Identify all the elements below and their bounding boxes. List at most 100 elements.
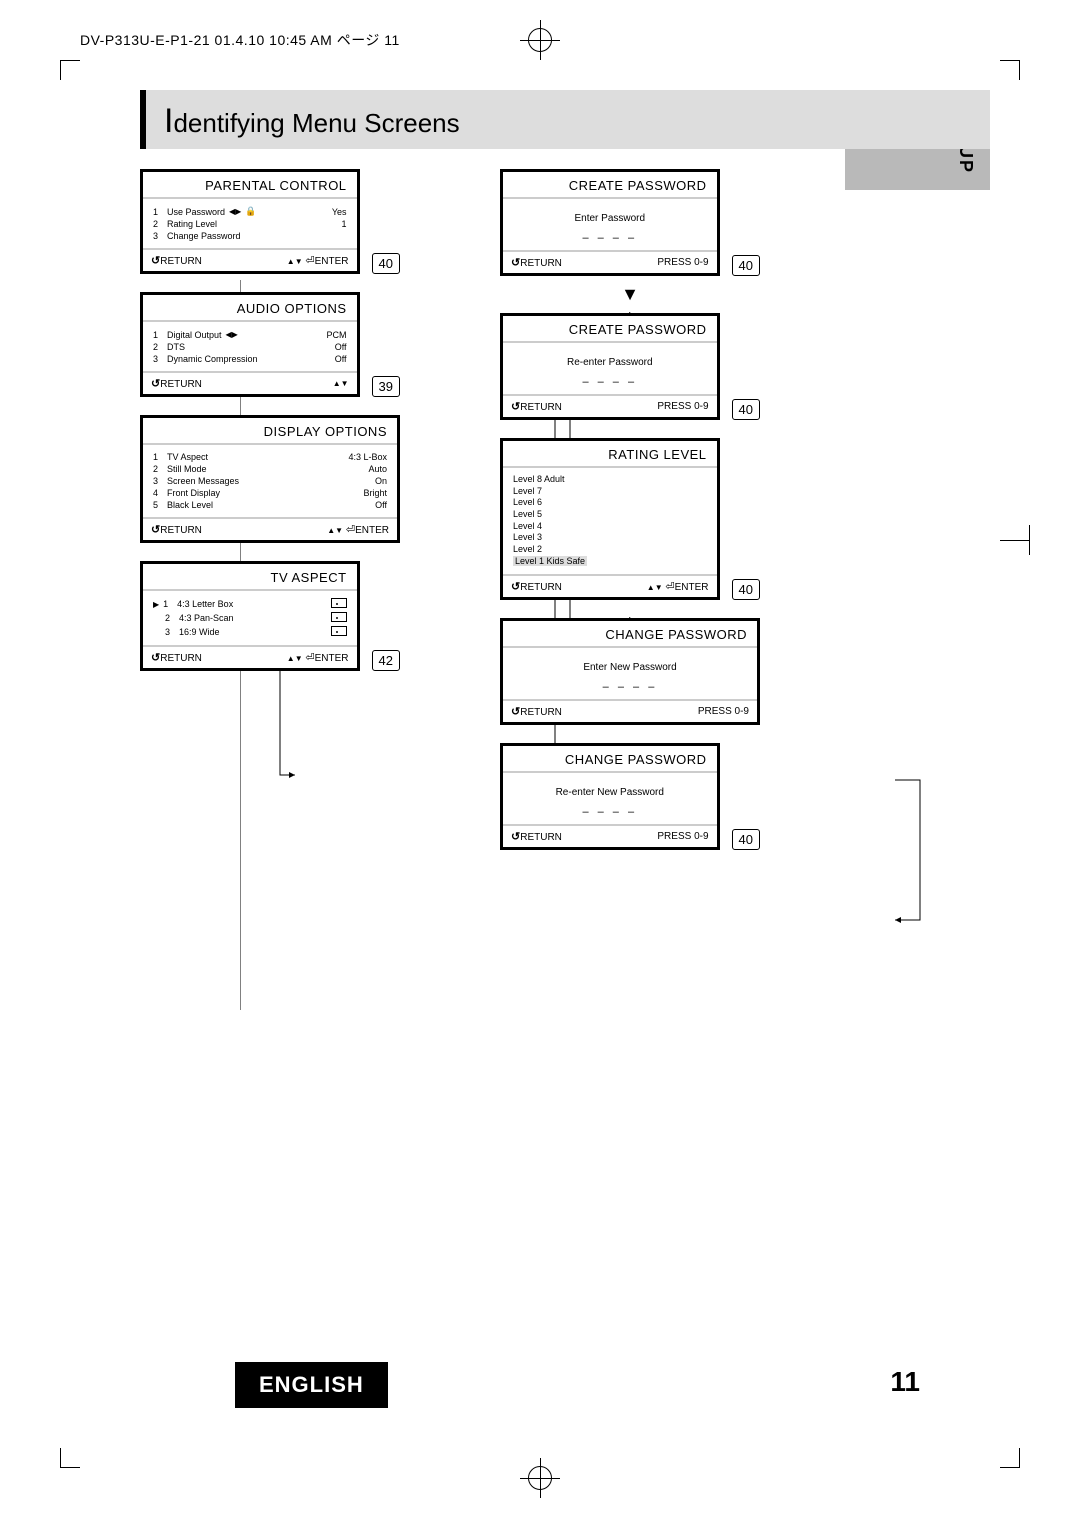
rating-item: Level 6: [513, 497, 707, 509]
row-number: 2: [153, 464, 163, 474]
prompt-text: Enter Password: [513, 205, 707, 232]
page-title: Identifying Menu Screens: [140, 90, 990, 149]
screen-footer: RETURN PRESS 0-9: [503, 699, 757, 722]
screen-footer: RETURN PRESS 0-9: [503, 824, 717, 847]
screen-footer: RETURN ENTER: [143, 517, 397, 540]
menu-screen: RATING LEVEL Level 8 AdultLevel 7Level 6…: [500, 438, 720, 600]
return-label: RETURN: [160, 525, 202, 536]
menu-screen: PARENTAL CONTROL 1 Use Password Yes 2 Ra…: [140, 169, 360, 274]
enter-icon: [305, 256, 314, 267]
row-label: Change Password: [167, 231, 241, 241]
return-label: RETURN: [160, 379, 202, 390]
return-icon: [511, 582, 520, 593]
menu-row: 2 Still Mode Auto: [153, 463, 387, 475]
leftright-icon: [226, 329, 238, 340]
menu-row: 2 4:3 Pan-Scan: [153, 611, 347, 625]
row-label: 16:9 Wide: [179, 627, 220, 637]
prompt-text: Re-enter New Password: [513, 779, 707, 806]
row-number: 3: [153, 476, 163, 486]
return-label: RETURN: [520, 402, 562, 413]
menu-screen: AUDIO OPTIONS 1 Digital Output PCM 2 DTS…: [140, 292, 360, 397]
menu-row: 1 TV Aspect 4:3 L-Box: [153, 451, 387, 463]
row-number: 4: [153, 488, 163, 498]
return-label: RETURN: [160, 653, 202, 664]
menu-row: 1 4:3 Letter Box: [153, 597, 347, 611]
row-number: 2: [165, 613, 175, 623]
screen-title: CREATE PASSWORD: [503, 172, 717, 199]
crop-target-top: [520, 20, 560, 60]
screen-title: TV ASPECT: [143, 564, 357, 591]
return-label: RETURN: [520, 258, 562, 269]
menu-row: 3 Change Password: [153, 230, 347, 242]
row-value: Bright: [363, 488, 387, 498]
screen-body: Re-enter New Password – – – –: [503, 773, 717, 824]
row-label: Digital Output: [167, 330, 222, 340]
menu-row: 3 16:9 Wide: [153, 625, 347, 639]
rating-item: Level 5: [513, 509, 707, 521]
screen-body: 1 Digital Output PCM 2 DTS Off 3 Dynamic…: [143, 322, 357, 371]
row-value: 1: [342, 219, 347, 229]
menu-row: 3 Dynamic Compression Off: [153, 353, 347, 365]
return-icon: [151, 653, 160, 664]
return-label: RETURN: [520, 707, 562, 718]
title-rest: dentifying Menu Screens: [173, 108, 459, 138]
screen-footer: RETURN PRESS 0-9: [503, 250, 717, 273]
screen-title: CREATE PASSWORD: [503, 316, 717, 343]
aspect-icon: [331, 626, 347, 636]
row-label: Black Level: [167, 500, 213, 510]
row-number: 1: [153, 452, 163, 462]
row-label: Dynamic Compression: [167, 354, 258, 364]
return-icon: [511, 402, 520, 413]
row-number: 1: [153, 207, 163, 217]
menu-row: 2 DTS Off: [153, 341, 347, 353]
rating-item: Level 7: [513, 486, 707, 498]
rating-item: Level 2: [513, 544, 707, 556]
updown-icon: [287, 256, 303, 267]
press-label: PRESS 0-9: [657, 257, 708, 268]
return-icon: [511, 258, 520, 269]
row-label: 4:3 Pan-Scan: [179, 613, 234, 623]
rating-item: Level 4: [513, 521, 707, 533]
press-label: PRESS 0-9: [657, 401, 708, 412]
page-header-stamp: DV-P313U-E-P1-21 01.4.10 10:45 AM ページ 11: [80, 30, 400, 50]
aspect-icon: [331, 612, 347, 622]
enter-label: ENTER: [315, 653, 349, 664]
screen-body: Enter New Password – – – –: [503, 648, 757, 699]
screen-body: Re-enter Password – – – –: [503, 343, 717, 394]
play-icon: [153, 599, 159, 610]
menu-row: 4 Front Display Bright: [153, 487, 387, 499]
screen-title: AUDIO OPTIONS: [143, 295, 357, 322]
menu-screen: TV ASPECT 1 4:3 Letter Box 2 4:3 Pan-Sca…: [140, 561, 360, 671]
updown-icon: [333, 378, 349, 389]
menu-row: 3 Screen Messages On: [153, 475, 387, 487]
screen-footer: RETURN ENTER: [143, 248, 357, 271]
page-number: 11: [890, 1366, 920, 1398]
page-reference: 40: [732, 399, 760, 420]
password-dashes: – – – –: [513, 681, 747, 693]
row-label: Still Mode: [167, 464, 207, 474]
row-value: PCM: [327, 330, 347, 340]
menu-row: 1 Digital Output PCM: [153, 328, 347, 341]
screen-title: PARENTAL CONTROL: [143, 172, 357, 199]
return-icon: [511, 707, 520, 718]
menu-screen: CREATE PASSWORD Re-enter Password – – – …: [500, 313, 720, 420]
return-icon: [151, 256, 160, 267]
arrow-down-icon: ▼: [500, 290, 760, 299]
leftright-icon: [229, 206, 241, 217]
screen-body: Enter Password – – – –: [503, 199, 717, 250]
screen-footer: RETURN ENTER: [143, 645, 357, 668]
row-label: Screen Messages: [167, 476, 239, 486]
lock-icon: [245, 206, 256, 217]
row-number: 1: [163, 599, 173, 609]
row-value: Auto: [368, 464, 387, 474]
menu-screen: CHANGE PASSWORD Re-enter New Password – …: [500, 743, 720, 850]
menu-screen: CHANGE PASSWORD Enter New Password – – –…: [500, 618, 760, 725]
row-label: Use Password: [167, 207, 225, 217]
row-number: 3: [153, 231, 163, 241]
page-reference: 40: [732, 255, 760, 276]
row-number: 5: [153, 500, 163, 510]
password-dashes: – – – –: [513, 806, 707, 818]
screen-footer: RETURN PRESS 0-9: [503, 394, 717, 417]
rating-item: Level 8 Adult: [513, 474, 707, 486]
prompt-text: Enter New Password: [513, 654, 747, 681]
